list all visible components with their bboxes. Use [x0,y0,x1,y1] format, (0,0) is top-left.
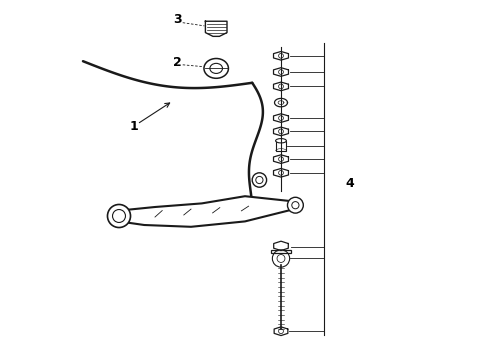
Bar [275,141,286,151]
Ellipse shape [204,59,228,78]
Bar [270,250,291,253]
Polygon shape [205,21,227,36]
Circle shape [288,197,303,213]
Ellipse shape [210,63,222,73]
Circle shape [107,204,130,228]
Polygon shape [274,241,288,251]
Circle shape [113,210,125,222]
Circle shape [256,176,263,184]
Ellipse shape [275,139,286,143]
Polygon shape [119,196,295,227]
Text: 4: 4 [346,177,355,190]
Text: 2: 2 [173,55,182,68]
Circle shape [252,173,267,187]
Circle shape [292,202,299,209]
Text: 3: 3 [173,13,182,26]
Text: 1: 1 [130,120,139,132]
